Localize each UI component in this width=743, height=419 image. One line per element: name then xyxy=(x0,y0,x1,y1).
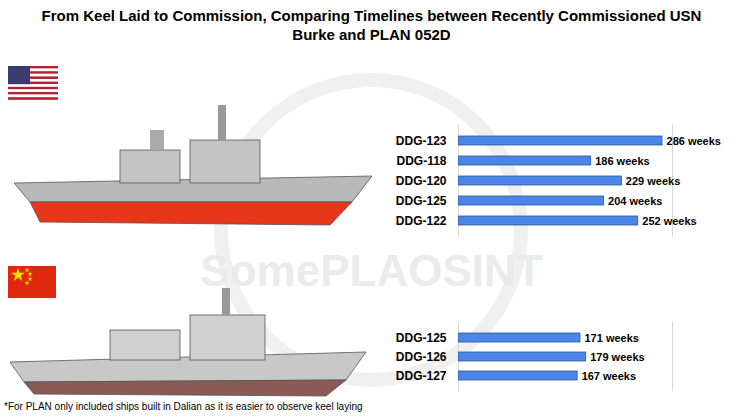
svg-text:DDG-125: DDG-125 xyxy=(396,331,447,345)
svg-text:204 weeks: 204 weeks xyxy=(608,195,662,207)
svg-text:DDG-122: DDG-122 xyxy=(396,214,447,228)
svg-text:DDG-127: DDG-127 xyxy=(396,369,447,383)
svg-text:229 weeks: 229 weeks xyxy=(626,175,680,187)
svg-text:171 weeks: 171 weeks xyxy=(584,332,638,344)
svg-text:DDG-125: DDG-125 xyxy=(396,194,447,208)
svg-text:286 weeks: 286 weeks xyxy=(667,135,721,147)
svg-text:167 weeks: 167 weeks xyxy=(582,370,636,382)
html-text:SomePLAOSINT: SomePLAOSINT xyxy=(200,246,543,295)
svg-text:DDG-123: DDG-123 xyxy=(396,134,447,148)
svg-text:DDG-120: DDG-120 xyxy=(396,174,447,188)
svg-text:186 weeks: 186 weeks xyxy=(595,155,649,167)
html-text:From Keel Laid to Commission,: From Keel Laid to Commission, Comparing … xyxy=(41,7,702,43)
svg-text:179 weeks: 179 weeks xyxy=(590,351,644,363)
html-text:*For PLAN only included ships: *For PLAN only included ships built in D… xyxy=(4,401,363,412)
svg-text:DDG-118: DDG-118 xyxy=(396,154,446,168)
svg-text:DDG-126: DDG-126 xyxy=(396,350,447,364)
svg-text:252 weeks: 252 weeks xyxy=(642,215,696,227)
